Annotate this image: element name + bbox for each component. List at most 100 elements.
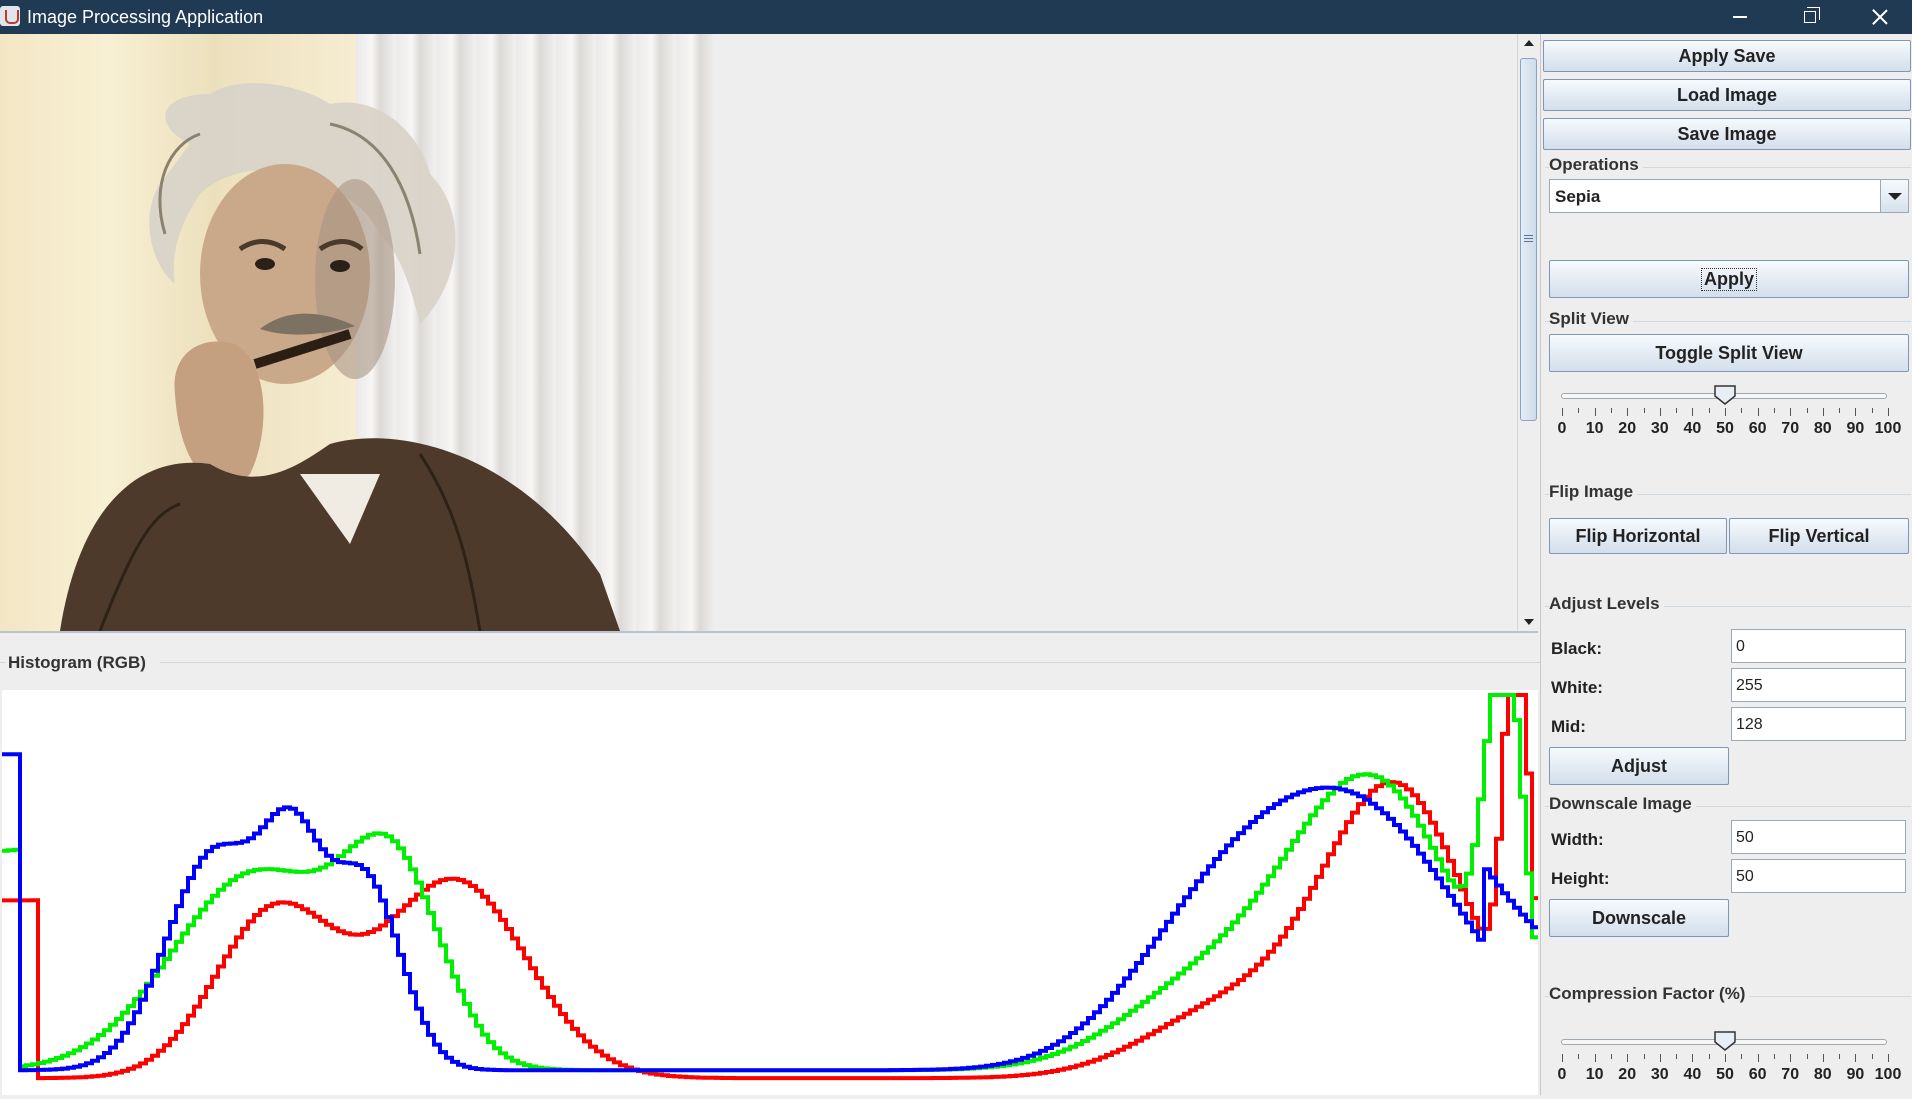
slider-tick bbox=[1757, 1054, 1759, 1062]
height-input[interactable]: 50 bbox=[1731, 859, 1906, 893]
white-value: 255 bbox=[1736, 677, 1763, 694]
mid-label: Mid: bbox=[1551, 717, 1586, 736]
flip-vertical-button[interactable]: Flip Vertical bbox=[1729, 518, 1909, 554]
mid-input[interactable]: 128 bbox=[1731, 707, 1906, 741]
slider-tick bbox=[1822, 408, 1824, 416]
slider-tick-label: 90 bbox=[1846, 1066, 1865, 1083]
slider-tick bbox=[1855, 1054, 1857, 1062]
slider-tick bbox=[1790, 1054, 1792, 1062]
slider-labels: 0 10 20 30 40 50 60 70 80 90 100 bbox=[1558, 1066, 1902, 1086]
compression-label: Compression Factor (%) bbox=[1549, 984, 1750, 1004]
slider-tick bbox=[1659, 1054, 1661, 1062]
split-view-label: Split View bbox=[1549, 309, 1633, 329]
split-divider[interactable] bbox=[0, 631, 1538, 633]
slider-tick bbox=[1871, 1054, 1873, 1059]
toggle-split-view-button[interactable]: Toggle Split View bbox=[1549, 334, 1909, 372]
slider-tick bbox=[1741, 1054, 1743, 1059]
arrow-up-icon bbox=[1523, 40, 1534, 46]
minimize-button[interactable] bbox=[1705, 0, 1775, 34]
slider-tick-label: 10 bbox=[1585, 420, 1604, 437]
histogram-panel: Histogram (RGB) bbox=[0, 633, 1540, 1095]
chevron-down-icon bbox=[1887, 192, 1902, 200]
slider-tick bbox=[1692, 1054, 1694, 1062]
slider-tick bbox=[1725, 408, 1726, 416]
apply-save-button[interactable]: Apply Save bbox=[1543, 40, 1911, 72]
apply-button[interactable]: Apply bbox=[1549, 260, 1909, 298]
black-input[interactable]: 0 bbox=[1731, 629, 1906, 663]
restore-button[interactable] bbox=[1775, 0, 1845, 34]
slider-tick-label: 80 bbox=[1813, 1066, 1832, 1083]
apply-save-label: Apply Save bbox=[1678, 45, 1776, 66]
titled-border-line bbox=[160, 662, 1540, 663]
slider-tick bbox=[1773, 408, 1775, 413]
slider-tick-label: 0 bbox=[1557, 420, 1567, 437]
slider-thumb[interactable] bbox=[1714, 1031, 1736, 1051]
restore-icon bbox=[1804, 7, 1820, 23]
group-border bbox=[1545, 321, 1911, 322]
slider-tick bbox=[1676, 408, 1678, 413]
histogram-canvas bbox=[2, 690, 1538, 1095]
adjust-label: Adjust bbox=[1611, 755, 1667, 776]
load-image-button[interactable]: Load Image bbox=[1543, 79, 1911, 111]
slider-tick-label: 90 bbox=[1846, 420, 1865, 437]
slider-tick bbox=[1806, 408, 1808, 413]
close-button[interactable] bbox=[1845, 0, 1912, 34]
slider-tick-label: 50 bbox=[1716, 1066, 1734, 1083]
flip-image-label: Flip Image bbox=[1549, 482, 1638, 502]
titled-border-line bbox=[0, 662, 6, 663]
compression-slider[interactable]: 0 10 20 30 40 50 60 70 80 90 100 bbox=[1558, 1031, 1901, 1092]
image-canvas bbox=[0, 34, 713, 631]
downscale-button[interactable]: Downscale bbox=[1549, 899, 1729, 937]
slider-tick bbox=[1708, 408, 1710, 413]
white-input[interactable]: 255 bbox=[1731, 668, 1906, 702]
slider-tick-label: 20 bbox=[1618, 420, 1637, 437]
height-label: Height: bbox=[1551, 869, 1610, 888]
apply-label: Apply bbox=[1700, 267, 1758, 291]
histogram-series bbox=[2, 752, 1538, 1073]
toggle-split-view-label: Toggle Split View bbox=[1655, 342, 1803, 363]
save-image-button[interactable]: Save Image bbox=[1543, 118, 1911, 150]
slider-tick bbox=[1773, 1054, 1775, 1059]
black-value: 0 bbox=[1736, 638, 1745, 655]
slider-tick bbox=[1708, 1054, 1710, 1059]
slider-tick bbox=[1888, 408, 1889, 416]
slider-tick bbox=[1643, 1054, 1645, 1059]
histogram-series bbox=[2, 693, 1538, 1073]
slider-tick bbox=[1610, 408, 1612, 413]
title-bar: Image Processing Application bbox=[0, 0, 1912, 34]
slider-tick bbox=[1725, 1054, 1726, 1062]
scroll-thumb[interactable] bbox=[1520, 58, 1537, 421]
slider-thumb[interactable] bbox=[1714, 385, 1736, 405]
slider-tick bbox=[1871, 408, 1873, 413]
split-view-slider[interactable]: 0 10 20 30 40 50 60 70 80 90 100 bbox=[1557, 385, 1901, 446]
scroll-up-button[interactable] bbox=[1518, 34, 1539, 52]
slider-tick bbox=[1888, 1054, 1889, 1062]
slider-tick bbox=[1562, 408, 1563, 416]
slider-tick bbox=[1610, 1054, 1612, 1059]
width-input[interactable]: 50 bbox=[1731, 820, 1906, 854]
group-border bbox=[1545, 167, 1911, 168]
histogram-title: Histogram (RGB) bbox=[8, 653, 146, 672]
dropdown-arrow[interactable] bbox=[1880, 180, 1908, 212]
histogram-plot bbox=[2, 693, 1538, 1081]
slider-tick bbox=[1643, 408, 1645, 413]
slider-tick-label: 80 bbox=[1813, 420, 1832, 437]
slider-tick bbox=[1757, 408, 1759, 416]
flip-horizontal-label: Flip Horizontal bbox=[1575, 525, 1701, 546]
slider-tick bbox=[1562, 1054, 1563, 1062]
grip-icon bbox=[1524, 235, 1533, 242]
flip-vertical-label: Flip Vertical bbox=[1768, 525, 1870, 546]
adjust-button[interactable]: Adjust bbox=[1549, 747, 1729, 785]
slider-tick bbox=[1594, 408, 1596, 416]
slider-tick-label: 40 bbox=[1683, 1066, 1702, 1083]
slider-tick-label: 30 bbox=[1650, 1066, 1669, 1083]
height-value: 50 bbox=[1736, 868, 1754, 885]
image-vertical-scrollbar[interactable] bbox=[1517, 34, 1538, 631]
slider-tick bbox=[1839, 1054, 1841, 1059]
portrait-image bbox=[60, 83, 620, 631]
scroll-down-button[interactable] bbox=[1518, 613, 1539, 631]
flip-horizontal-button[interactable]: Flip Horizontal bbox=[1549, 518, 1727, 554]
group-border bbox=[1545, 606, 1911, 607]
width-label: Width: bbox=[1551, 830, 1604, 849]
operations-dropdown[interactable]: Sepia bbox=[1549, 179, 1909, 213]
